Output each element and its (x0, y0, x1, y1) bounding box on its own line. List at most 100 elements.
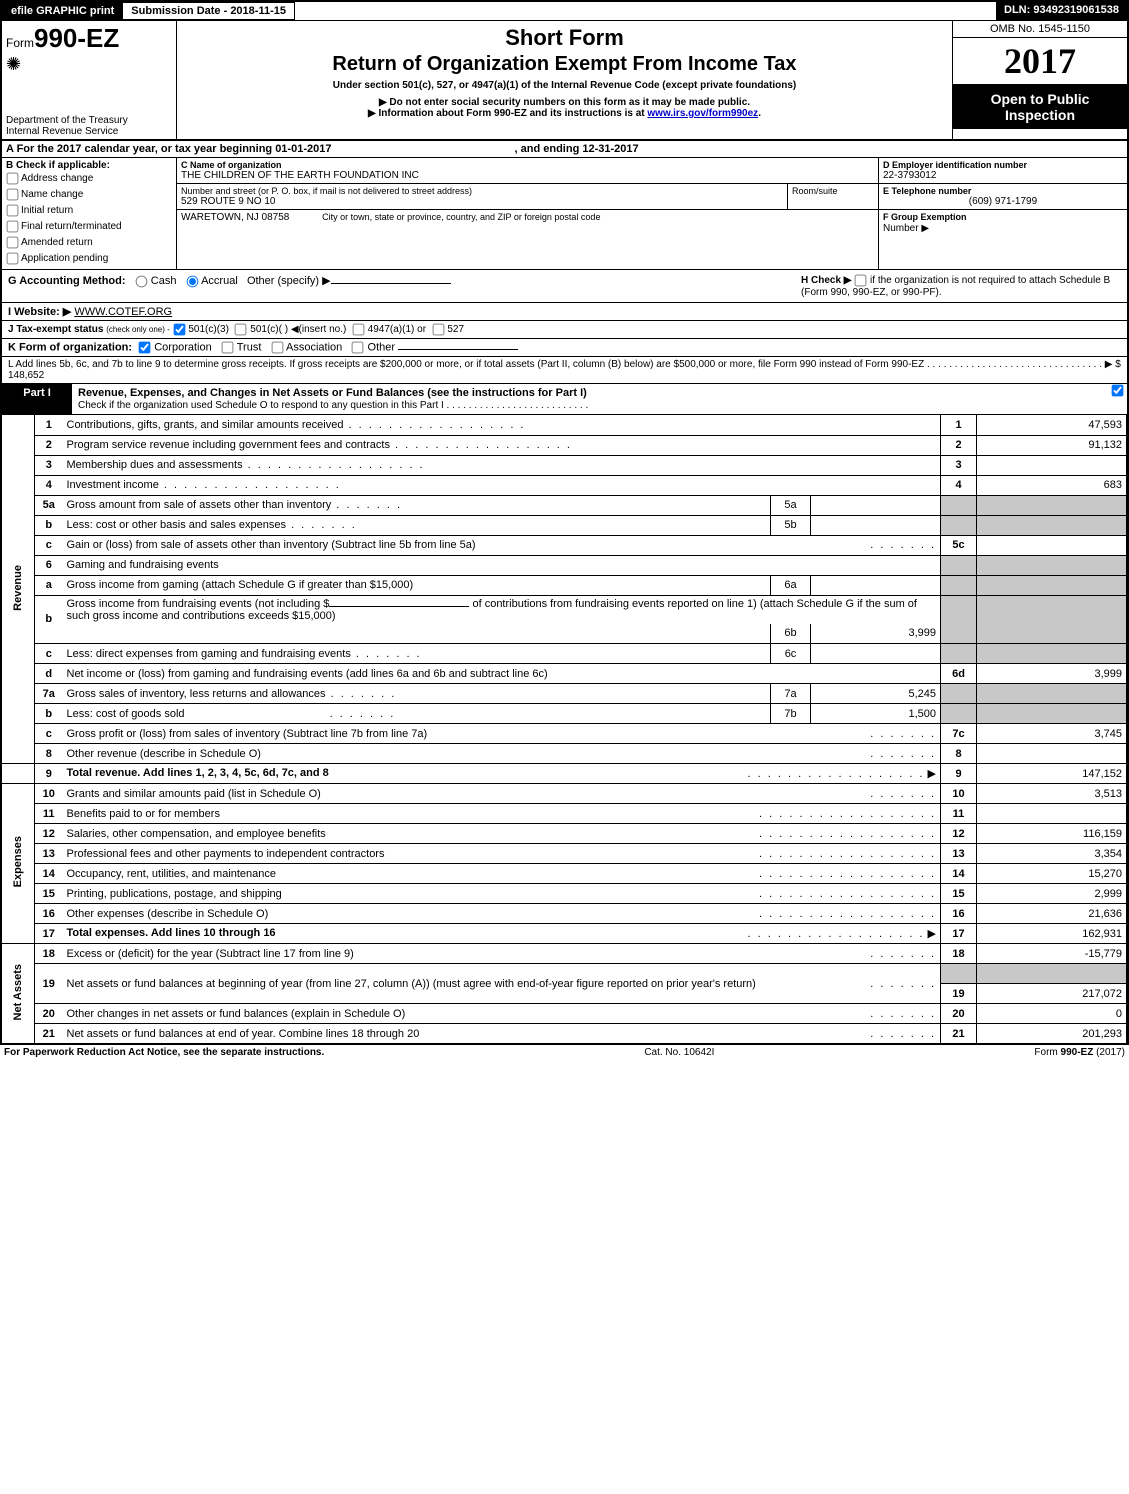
ein-value: 22-3793012 (883, 170, 1123, 181)
netassets-side-label: Net Assets (2, 944, 35, 1044)
radio-accrual[interactable] (186, 275, 198, 287)
chk-corporation[interactable] (139, 342, 151, 354)
line-3-box: 3 (941, 455, 977, 475)
form990ez-link[interactable]: www.irs.gov/form990ez (647, 108, 758, 119)
chk-address-change[interactable]: Address change (6, 171, 172, 187)
col-b-checkboxes: B Check if applicable: Address change Na… (2, 158, 177, 269)
line-2-box: 2 (941, 435, 977, 455)
chk-527[interactable] (432, 324, 444, 336)
opt-other-org: Other (368, 341, 396, 353)
chk-initial-return[interactable]: Initial return (6, 203, 172, 219)
line-6a-num: a (35, 575, 63, 595)
line-9-num: 9 (35, 764, 63, 784)
line-5b-sub: 5b (771, 515, 811, 535)
phone-value: (609) 971-1799 (883, 196, 1123, 207)
line-20-num: 20 (35, 1004, 63, 1024)
chk-application-pending[interactable]: Application pending (6, 251, 172, 267)
line-2-val: 91,132 (977, 435, 1127, 455)
line-4-num: 4 (35, 475, 63, 495)
chk-schedule-o-part1[interactable] (1111, 385, 1123, 397)
revenue-side-label: Revenue (2, 415, 35, 764)
line-7c-box: 7c (941, 724, 977, 744)
website-label: I Website: ▶ (8, 306, 71, 318)
line-16-box: 16 (941, 904, 977, 924)
line-19-val: 217,072 (977, 984, 1127, 1004)
line-5a-sub: 5a (771, 495, 811, 515)
line-7a-num: 7a (35, 684, 63, 704)
line-1-box: 1 (941, 415, 977, 435)
line-5c-num: c (35, 535, 63, 555)
line-17-box: 17 (941, 924, 977, 944)
line-9-box: 9 (941, 764, 977, 784)
form-number: Form990-EZ (6, 23, 172, 54)
dept-treasury: Department of the Treasury (6, 115, 172, 126)
city-value: WARETOWN, NJ 08758 (181, 212, 289, 223)
city-label: City or town, state or province, country… (322, 212, 600, 222)
line-6-shade (941, 555, 977, 575)
line-11-num: 11 (35, 804, 63, 824)
line-6c-sub: 6c (771, 644, 811, 664)
h-label: H Check ▶ (801, 275, 851, 286)
chk-4947a1[interactable] (353, 324, 365, 336)
line-7c-desc: Gross profit or (loss) from sales of inv… (67, 728, 428, 740)
chk-amended-return[interactable]: Amended return (6, 235, 172, 251)
line-15-num: 15 (35, 884, 63, 904)
line-5a-num: 5a (35, 495, 63, 515)
row-a-label: A For the 2017 calendar year, or tax yea… (6, 143, 331, 155)
footer-form: Form 990-EZ (2017) (1034, 1047, 1125, 1058)
line-12-desc: Salaries, other compensation, and employ… (67, 828, 326, 840)
form-prefix: Form (6, 36, 34, 50)
chk-h-schedule-b[interactable] (855, 275, 867, 287)
line-5c-box: 5c (941, 535, 977, 555)
line-13-val: 3,354 (977, 844, 1127, 864)
line-3-num: 3 (35, 455, 63, 475)
line-2-num: 2 (35, 435, 63, 455)
tax-status-label: J Tax-exempt status (8, 324, 103, 335)
line-21-num: 21 (35, 1024, 63, 1044)
line-17-desc: Total expenses. Add lines 10 through 16 (67, 927, 276, 939)
line-19-shade (941, 964, 977, 984)
line-5a-shade (941, 495, 977, 515)
opt-501c: 501(c)( ) (250, 324, 288, 335)
line-14-num: 14 (35, 864, 63, 884)
line-21-val: 201,293 (977, 1024, 1127, 1044)
chk-501c[interactable] (235, 324, 247, 336)
chk-501c3[interactable] (173, 324, 185, 336)
line-8-val (977, 744, 1127, 764)
line-7b-shadeval (977, 704, 1127, 724)
form-org-label: K Form of organization: (8, 341, 132, 353)
line-19-shadeval (977, 964, 1127, 984)
line-7b-shade (941, 704, 977, 724)
form-header: Form990-EZ ✺ Department of the Treasury … (0, 21, 1129, 141)
efile-print-button[interactable]: efile GRAPHIC print (2, 2, 123, 20)
line-15-box: 15 (941, 884, 977, 904)
chk-final-return[interactable]: Final return/terminated (6, 219, 172, 235)
line-15-val: 2,999 (977, 884, 1127, 904)
line-6d-num: d (35, 664, 63, 684)
group-exempt-label: F Group Exemption (883, 212, 967, 222)
line-6b-subval: 3,999 (811, 624, 941, 644)
line-6b-shadeval (977, 595, 1127, 644)
radio-cash[interactable] (135, 275, 147, 287)
line-5a-desc: Gross amount from sale of assets other t… (67, 499, 403, 511)
line-19-box: 19 (941, 984, 977, 1004)
line-7b-subval: 1,500 (811, 704, 941, 724)
chk-name-change[interactable]: Name change (6, 187, 172, 203)
chk-association[interactable] (271, 342, 283, 354)
main-title: Return of Organization Exempt From Incom… (332, 53, 796, 76)
entity-block: B Check if applicable: Address change Na… (2, 158, 1127, 270)
line-7b-num: b (35, 704, 63, 724)
chk-other[interactable] (352, 342, 364, 354)
col-c-org-info: C Name of organization THE CHILDREN OF T… (177, 158, 879, 269)
line-1-desc: Contributions, gifts, grants, and simila… (67, 419, 526, 431)
line-6-num: 6 (35, 555, 63, 575)
row-j-tax-status: J Tax-exempt status (check only one) - 5… (2, 321, 1127, 339)
opt-association: Association (286, 341, 342, 353)
chk-trust[interactable] (222, 342, 234, 354)
line-7a-sub: 7a (771, 684, 811, 704)
line-11-val (977, 804, 1127, 824)
website-link[interactable]: WWW.COTEF.ORG (74, 306, 172, 318)
line-20-desc: Other changes in net assets or fund bala… (67, 1008, 406, 1020)
org-name-label: C Name of organization (181, 160, 874, 170)
line-14-desc: Occupancy, rent, utilities, and maintena… (67, 868, 277, 880)
